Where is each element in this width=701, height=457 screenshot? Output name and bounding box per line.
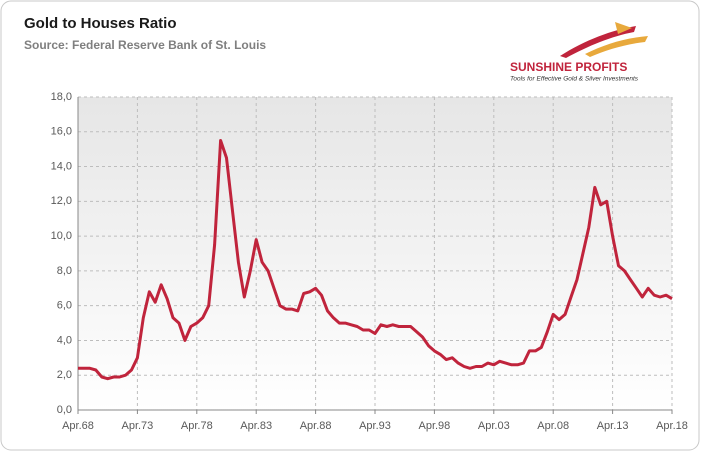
x-tick-label: Apr.78 — [181, 420, 213, 432]
data-line — [78, 139, 673, 381]
x-tick-label: Apr.08 — [537, 420, 569, 432]
y-tick-label: 10,0 — [51, 230, 72, 242]
logo-tagline: Tools for Effective Gold & Silver Invest… — [510, 76, 639, 83]
y-tick-label: 6,0 — [57, 300, 72, 312]
x-tick-label: Apr.98 — [418, 420, 450, 432]
x-tick-label: Apr.88 — [300, 420, 332, 432]
y-tick-label: 18,0 — [51, 91, 72, 103]
y-tick-label: 8,0 — [57, 265, 72, 277]
x-tick-label: Apr.83 — [240, 420, 272, 432]
logo-name: SUNSHINE PROFITS — [510, 60, 627, 74]
logo-swoosh — [585, 36, 648, 57]
x-tick-label: Apr.93 — [359, 420, 391, 432]
chart-title: Gold to Houses Ratio — [24, 15, 177, 32]
logo: SUNSHINE PROFITS Tools for Effective Gol… — [510, 22, 648, 83]
logo-swoosh — [560, 26, 636, 58]
y-tick-label: 4,0 — [57, 334, 72, 346]
y-tick-label: 0,0 — [57, 404, 72, 416]
logo-star — [615, 22, 632, 34]
x-tick-label: Apr.03 — [478, 420, 510, 432]
y-tick-label: 12,0 — [51, 195, 72, 207]
x-tick-label: Apr.18 — [656, 420, 688, 432]
chart-subtitle: Source: Federal Reserve Bank of St. Loui… — [24, 38, 266, 52]
y-tick-label: 2,0 — [57, 369, 72, 381]
x-tick-label: Apr.73 — [121, 420, 153, 432]
y-tick-label: 16,0 — [51, 126, 72, 138]
x-tick-label: Apr.68 — [62, 420, 94, 432]
x-tick-label: Apr.13 — [597, 420, 629, 432]
y-tick-label: 14,0 — [51, 160, 72, 172]
